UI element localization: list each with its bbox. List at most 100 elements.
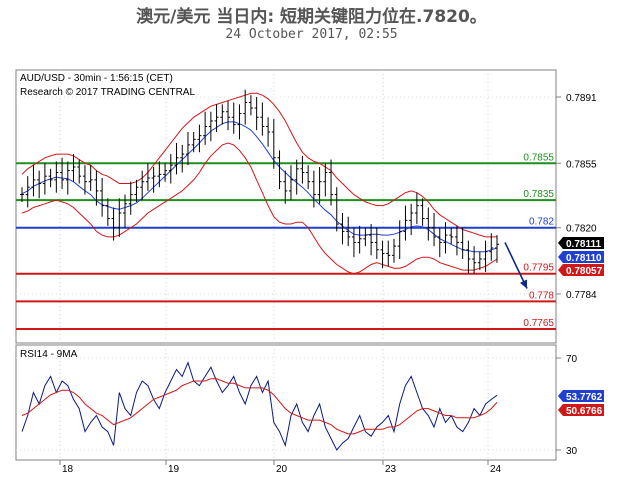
candle-61 — [369, 224, 374, 256]
candle-32 — [203, 111, 208, 145]
level-label-5: 0.7765 — [523, 318, 554, 329]
price-tick-label-0: 0.7891 — [566, 93, 597, 104]
candle-66 — [397, 220, 402, 260]
price-badges: 0.78111 0.78110 0.78057 — [558, 237, 604, 277]
candle-72 — [432, 212, 437, 247]
chart-info-line-1: AUD/USD - 30min - 1:56:15 (CET) — [20, 73, 173, 84]
candle-46 — [283, 170, 288, 204]
price-badge-box-0 — [558, 237, 604, 249]
x-tick-label-4: 24 — [490, 464, 502, 475]
candle-22 — [145, 163, 150, 191]
candle-80 — [477, 251, 482, 271]
x-axis: 18 19 20 23 24 — [59, 460, 502, 475]
rsi-badge-box-0 — [558, 390, 604, 402]
candle-73 — [437, 227, 442, 258]
candle-64 — [386, 240, 391, 267]
candle-76 — [454, 225, 459, 256]
candle-7 — [60, 157, 65, 190]
rsi-badges: 53.7762 50.6766 — [558, 390, 604, 417]
candle-27 — [174, 143, 179, 175]
x-tick-label-1: 19 — [168, 464, 180, 475]
candle-48 — [294, 159, 299, 195]
rsi-badge-1: 50.6766 — [558, 404, 604, 417]
candle-52 — [317, 166, 322, 204]
candle-65 — [391, 238, 396, 263]
candle-37 — [231, 102, 236, 134]
rsi-tick-label-0: 70 — [566, 354, 578, 365]
candle-57 — [346, 216, 351, 247]
candle-55 — [334, 187, 339, 232]
candle-79 — [472, 246, 477, 274]
candle-1 — [25, 176, 30, 208]
candle-31 — [197, 124, 202, 153]
candle-74 — [443, 222, 448, 254]
rsi-ma-line — [21, 378, 498, 435]
x-tick-label-0: 18 — [62, 464, 74, 475]
chart-info-line-2: Research © 2017 TRADING CENTRAL — [20, 87, 195, 98]
rsi-badge-label-1: 50.6766 — [566, 406, 603, 417]
candle-42 — [260, 102, 265, 136]
candle-83 — [495, 235, 499, 263]
candle-29 — [185, 131, 190, 166]
rsi-panel-title: RSI14 - 9MA — [20, 349, 78, 360]
candle-75 — [449, 227, 454, 245]
candle-3 — [37, 170, 42, 199]
candle-70 — [420, 198, 425, 226]
price-badge-2: 0.78057 — [558, 264, 604, 277]
candle-28 — [180, 144, 185, 173]
candle-35 — [220, 104, 225, 125]
candle-18 — [123, 194, 128, 228]
candle-11 — [82, 165, 87, 195]
chart-title: 澳元/美元 当日内: 短期关键阻力位在.7820。 — [136, 7, 487, 27]
price-tick-label-2: 0.7820 — [566, 224, 597, 235]
candle-68 — [409, 203, 414, 236]
candle-56 — [340, 212, 345, 245]
bollinger-upper-line — [21, 92, 497, 238]
rsi-badge-0: 53.7762 — [558, 390, 604, 403]
x-tick-label-3: 23 — [385, 464, 397, 475]
candle-77 — [460, 227, 465, 260]
candle-58 — [351, 227, 356, 258]
candle-63 — [380, 240, 385, 269]
candle-40 — [248, 95, 253, 116]
bollinger-bands — [21, 92, 498, 275]
candle-12 — [88, 165, 93, 191]
candle-5 — [48, 168, 53, 188]
candle-8 — [65, 161, 70, 195]
candle-45 — [277, 150, 282, 190]
candle-26 — [168, 154, 173, 184]
candle-78 — [466, 240, 471, 274]
price-levels: 0.7855 0.7835 0.782 0.7795 0.778 0.7765 — [16, 152, 556, 330]
level-label-2: 0.782 — [529, 217, 554, 228]
candle-23 — [151, 166, 156, 193]
candle-71 — [426, 207, 431, 241]
x-tick-label-2: 20 — [276, 464, 288, 475]
price-panel — [15, 69, 557, 344]
price-tick-label-3: 0.7784 — [566, 290, 597, 301]
candle-49 — [300, 155, 305, 184]
candle-39 — [243, 89, 248, 125]
candle-36 — [226, 100, 231, 131]
price-badge-label-0: 0.78111 — [566, 239, 601, 250]
candle-16 — [111, 207, 116, 241]
candle-14 — [100, 178, 105, 217]
candle-17 — [117, 198, 122, 237]
price-badge-0: 0.78111 — [558, 237, 604, 250]
candle-13 — [94, 170, 99, 206]
level-label-4: 0.778 — [529, 290, 554, 301]
candle-67 — [403, 205, 408, 241]
candle-51 — [311, 170, 316, 208]
candle-33 — [208, 111, 213, 142]
candle-0 — [20, 187, 24, 202]
candle-30 — [191, 131, 196, 153]
chart-subtitle: 24 October 2017, 02:55 — [225, 27, 398, 42]
candle-44 — [271, 119, 276, 169]
candle-43 — [266, 117, 271, 147]
candle-53 — [323, 163, 328, 197]
rsi-axis: 70 30 — [556, 354, 578, 457]
candle-38 — [237, 104, 242, 140]
candle-9 — [71, 154, 76, 182]
candle-4 — [42, 163, 47, 195]
candle-82 — [489, 233, 494, 261]
